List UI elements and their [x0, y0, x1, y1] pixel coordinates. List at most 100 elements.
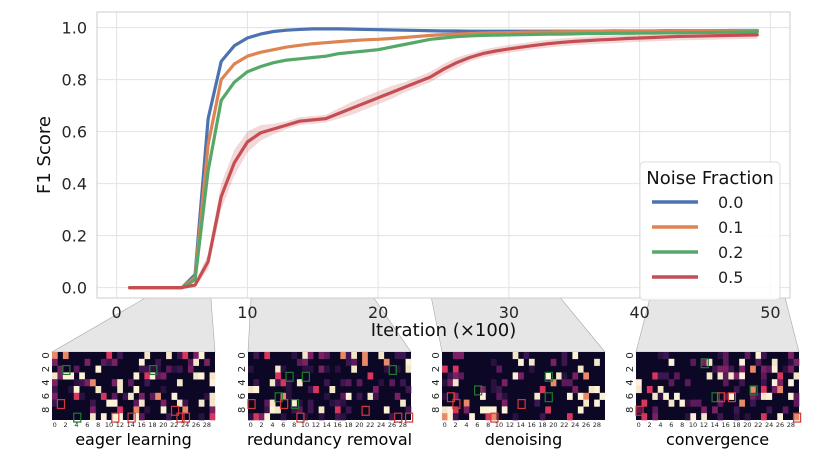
heatmap-cell — [771, 358, 778, 366]
heatmap-x-tick: 4 — [74, 421, 78, 429]
heatmap-red-box — [296, 412, 305, 423]
heatmap-cell — [193, 372, 199, 380]
x-tick-label: 0 — [112, 303, 122, 322]
heatmap-cell — [334, 399, 341, 407]
heatmap-cell — [90, 399, 96, 407]
heatmap-cell — [701, 406, 707, 414]
heatmap-cell — [739, 372, 745, 380]
heatmap-red-box — [361, 405, 370, 416]
heatmap-cell — [722, 365, 729, 373]
heatmap-cell — [594, 358, 600, 366]
heatmap-y-tick: 6 — [237, 393, 248, 399]
heatmap-cell — [405, 358, 412, 366]
heatmap-y-tick: 6 — [625, 393, 636, 399]
heatmap-cell — [594, 386, 600, 394]
heatmap-cell — [138, 365, 145, 373]
heatmap-cell — [760, 372, 767, 380]
heatmap-cell — [182, 352, 189, 360]
heatmap-cell — [389, 379, 395, 387]
heatmap-cell — [307, 352, 314, 360]
heatmap-cell — [496, 392, 503, 400]
heatmap-cell — [166, 413, 172, 421]
x-tick-label: 40 — [629, 303, 649, 322]
heatmap-cell — [84, 358, 91, 366]
heatmap-cell — [561, 358, 568, 366]
heatmap-cell — [405, 365, 412, 373]
heatmap-green-box — [544, 371, 553, 382]
heatmap-cell — [668, 358, 675, 366]
heatmap-cell — [750, 365, 756, 373]
legend-items: 0.0 0.1 0.2 0.5 — [652, 193, 743, 287]
heatmap-cell — [463, 399, 470, 407]
heatmap-cell — [324, 392, 330, 400]
heatmap-cell — [155, 358, 161, 366]
heatmap-red-box — [446, 392, 456, 403]
heatmap-cell — [561, 352, 568, 360]
heatmap-x-tick: 28 — [787, 421, 795, 429]
heatmap-cell — [73, 379, 80, 387]
heatmap-cell — [307, 406, 314, 414]
heatmap-cell — [739, 399, 745, 407]
heatmap-y-tick: 6 — [41, 393, 52, 399]
heatmap-cell — [138, 399, 145, 407]
legend-label-0.5: 0.5 — [718, 268, 743, 287]
heatmap-cell — [442, 392, 448, 400]
heatmap-cell — [52, 358, 58, 366]
heatmap-cell — [318, 406, 325, 414]
heatmap-cell — [739, 358, 745, 366]
heatmap-cell — [458, 352, 465, 360]
heatmap-red-box — [394, 412, 403, 423]
heatmap-y-tick: 4 — [431, 379, 442, 385]
heatmap-cell — [275, 406, 281, 414]
heatmap-cell — [501, 379, 508, 387]
heatmap-y-tick: 8 — [41, 407, 52, 413]
heatmap-cell — [512, 372, 519, 380]
heatmap-red-box — [452, 399, 461, 410]
heatmap-cell — [187, 358, 194, 366]
heatmap-cell — [668, 399, 675, 407]
heatmap-cell — [269, 406, 276, 414]
heatmap-cell — [690, 413, 697, 421]
heatmap-cell — [744, 413, 751, 421]
heatmap-x-tick: 20 — [159, 421, 167, 429]
heatmap-cell — [447, 413, 454, 421]
heatmap-cell — [372, 392, 379, 400]
heatmap-cell — [771, 365, 778, 373]
heatmap-cell — [318, 365, 325, 373]
heatmap-cell — [545, 406, 551, 414]
heatmap-cell — [712, 406, 718, 414]
heatmap-cell — [345, 392, 352, 400]
heatmap-green-box — [474, 385, 483, 396]
heatmap-cell — [572, 352, 579, 360]
heatmap-cell — [588, 386, 595, 394]
heatmap-cell — [291, 352, 298, 360]
heatmap-cell — [340, 352, 347, 360]
heatmap-cell — [777, 379, 783, 387]
heatmap-cell — [149, 365, 156, 373]
heatmap-cell — [209, 392, 216, 400]
heatmap-panel: 0 2 4 6 8 10 12 14 16 18 20 22 24 26 2802468convergenc… — [625, 352, 802, 449]
series-lines — [128, 27, 759, 290]
y-tick-label: 0.0 — [62, 279, 87, 298]
heatmap-cell — [674, 372, 680, 380]
heatmap-y-tick: 4 — [625, 379, 636, 385]
heatmap-cell — [400, 399, 406, 407]
heatmap-cell — [144, 379, 151, 387]
heatmap-cell — [777, 386, 783, 394]
heatmap-cell — [100, 413, 107, 421]
heatmap-cell — [176, 365, 183, 373]
heatmap-cell — [248, 413, 254, 421]
heatmap-cell — [405, 406, 412, 414]
heatmap-cell — [198, 413, 205, 421]
heatmap-cell — [480, 406, 486, 414]
heatmap-cell — [111, 358, 118, 366]
heatmap-cell — [286, 379, 292, 387]
heatmap-x-tick: 20 — [355, 421, 363, 429]
heatmap-x-tick: 6 — [669, 421, 673, 429]
heatmap-cell — [307, 386, 314, 394]
heatmap-x-tick: 2 — [648, 421, 652, 429]
heatmap-cell — [253, 413, 260, 421]
heatmap-green-box — [700, 358, 709, 369]
